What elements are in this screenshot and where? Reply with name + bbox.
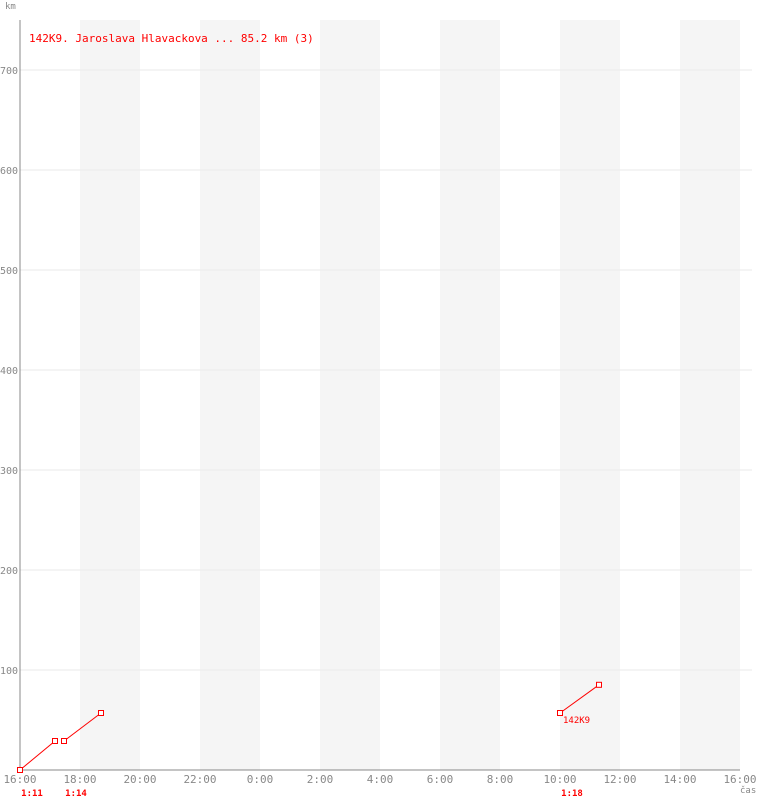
y-tick-label: 300 xyxy=(0,466,18,477)
shaded-band xyxy=(680,20,740,770)
duration-label: 1:14 xyxy=(65,789,87,799)
x-tick-label: 18:00 xyxy=(63,773,96,786)
x-tick-label: 8:00 xyxy=(487,773,514,786)
duration-label: 1:11 xyxy=(21,789,43,799)
y-tick-label: 700 xyxy=(0,66,18,77)
data-point xyxy=(52,738,58,744)
shaded-band xyxy=(440,20,500,770)
series-line xyxy=(559,684,600,714)
shaded-band xyxy=(80,20,140,770)
y-tick-label: 200 xyxy=(0,566,18,577)
y-tick-label: 600 xyxy=(0,166,18,177)
y-axis-label: km xyxy=(5,2,16,12)
x-tick-label: 6:00 xyxy=(427,773,454,786)
y-tick-label: 400 xyxy=(0,366,18,377)
x-tick-label: 0:00 xyxy=(247,773,274,786)
data-point xyxy=(17,767,23,773)
shaded-band xyxy=(200,20,260,770)
y-tick-label: 100 xyxy=(0,666,18,677)
x-tick-label: 22:00 xyxy=(183,773,216,786)
x-tick-label: 16:00 xyxy=(723,773,756,786)
series-end-label: 142K9 xyxy=(563,716,590,726)
series-line xyxy=(19,740,56,771)
data-point xyxy=(61,738,67,744)
x-axis-label: čas xyxy=(740,785,756,796)
x-tick-label: 2:00 xyxy=(307,773,334,786)
x-tick-label: 10:00 xyxy=(543,773,576,786)
x-tick-label: 20:00 xyxy=(123,773,156,786)
shaded-band xyxy=(320,20,380,770)
x-tick-label: 16:00 xyxy=(3,773,36,786)
chart-title: 142K9. Jaroslava Hlavackova ... 85.2 km … xyxy=(29,32,314,45)
x-tick-label: 14:00 xyxy=(663,773,696,786)
shaded-band xyxy=(560,20,620,770)
data-point xyxy=(596,681,602,688)
y-tick-label: 500 xyxy=(0,266,18,277)
series-line xyxy=(63,712,102,742)
x-tick-label: 12:00 xyxy=(603,773,636,786)
data-point xyxy=(557,710,563,716)
duration-label: 1:18 xyxy=(561,789,583,799)
x-tick-label: 4:00 xyxy=(367,773,394,786)
data-point xyxy=(98,710,104,716)
